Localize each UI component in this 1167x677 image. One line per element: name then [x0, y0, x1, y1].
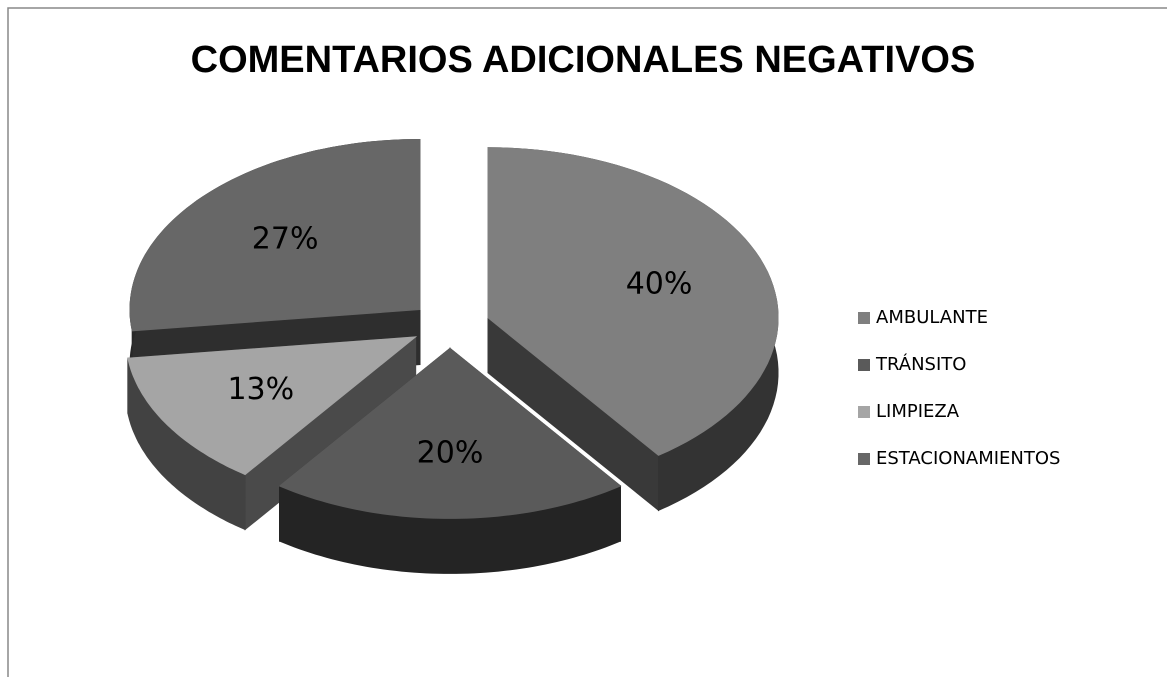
data-label: 20% [417, 435, 484, 470]
slice-top [129, 138, 421, 332]
data-label: 40% [626, 267, 693, 302]
pie-slice [487, 147, 779, 512]
pie-slice [278, 347, 622, 574]
legend-swatch [858, 312, 870, 324]
pie-slice [127, 335, 418, 531]
legend-label: ESTACIONAMIENTOS [876, 448, 1060, 469]
data-label: 27% [252, 221, 319, 256]
legend-label: LIMPIEZA [876, 401, 960, 422]
data-label: 13% [227, 372, 294, 407]
legend-swatch [858, 453, 870, 465]
slice-top [278, 347, 622, 519]
legend-swatch [858, 359, 870, 371]
legend-label: AMBULANTE [876, 307, 988, 328]
chart-title: COMENTARIOS ADICIONALES NEGATIVOS [191, 39, 976, 81]
legend-swatch [858, 406, 870, 418]
slice-top [487, 147, 779, 456]
slice-top [127, 336, 418, 476]
legend-label: TRÁNSITO [875, 353, 966, 375]
